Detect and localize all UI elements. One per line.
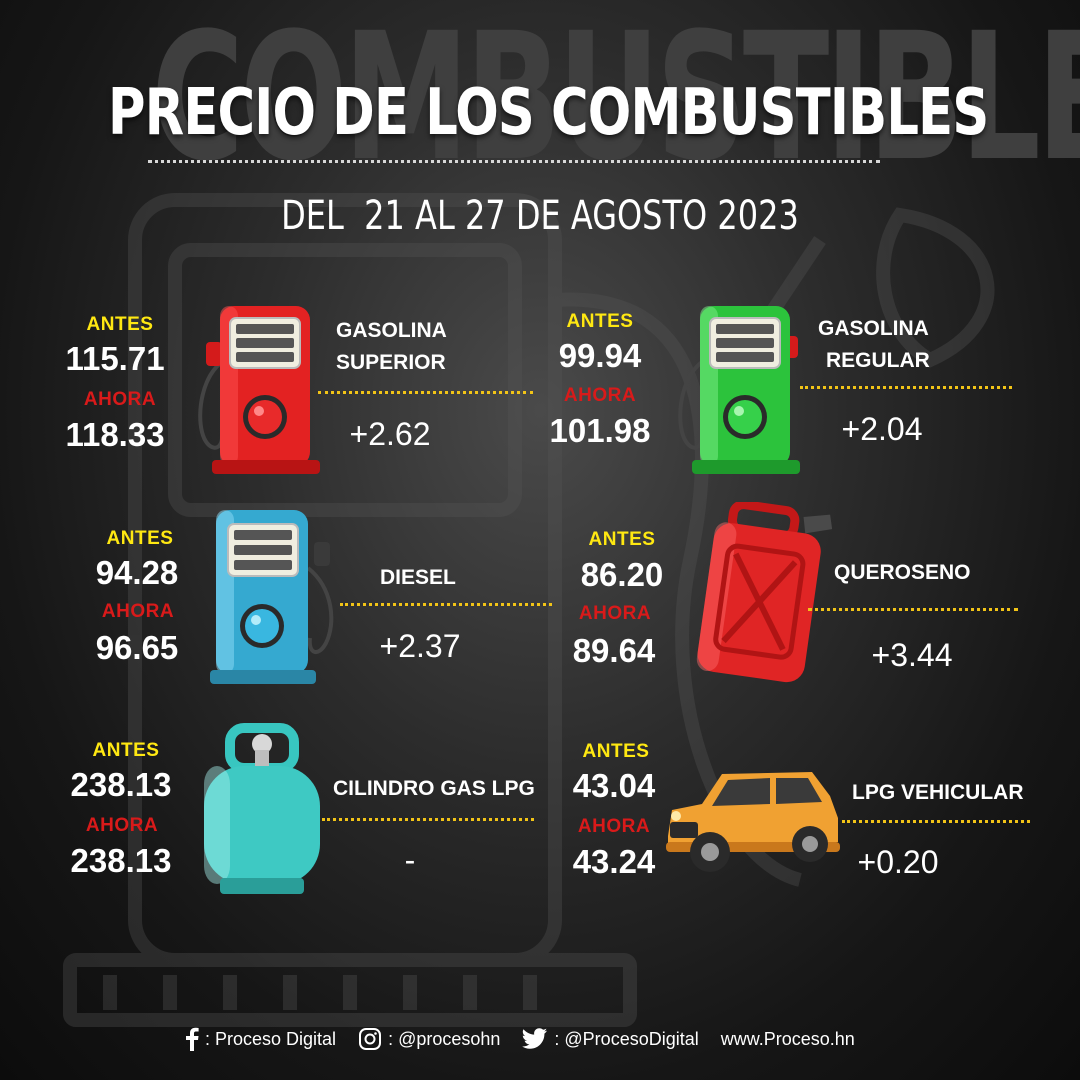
ahora-label: AHORA [578, 603, 652, 624]
date-range: DEL 21 AL 27 DE AGOSTO 2023 [281, 193, 799, 239]
ahora-label: AHORA [83, 389, 157, 410]
antes-label: ANTES [92, 740, 160, 761]
price-change: +2.62 [349, 416, 431, 452]
antes-price: 86.20 [580, 556, 664, 593]
red-jerrycan-icon [696, 502, 832, 683]
price-divider [318, 391, 533, 394]
antes-price: 99.94 [558, 337, 642, 374]
price-change: +0.20 [857, 844, 939, 880]
antes-price: 43.04 [572, 767, 656, 804]
ahora-price: 238.13 [70, 842, 172, 879]
fuel-name-line1: GASOLINA [336, 319, 447, 342]
green-fuel-pump-icon [678, 306, 800, 474]
antes-price: 115.71 [65, 340, 165, 377]
ahora-price: 101.98 [549, 412, 651, 449]
price-divider [842, 820, 1030, 823]
price-change: - [404, 842, 416, 878]
antes-price: 238.13 [70, 766, 172, 803]
blue-fuel-pump-icon [210, 510, 334, 684]
price-divider [340, 603, 552, 606]
instagram-icon[interactable] [358, 1027, 382, 1051]
social-footer: : Proceso Digital : @procesohn : @Proces… [185, 1025, 877, 1053]
ahora-price: 96.65 [95, 629, 179, 666]
price-change: +2.04 [841, 411, 923, 447]
antes-price: 94.28 [95, 554, 179, 591]
orange-car-icon [666, 772, 840, 872]
ahora-price: 89.64 [572, 632, 656, 669]
ahora-label: AHORA [577, 816, 651, 837]
price-divider [322, 818, 534, 821]
fuel-name-line2: SUPERIOR [336, 351, 446, 374]
title-divider [148, 160, 880, 163]
antes-label: ANTES [106, 528, 174, 549]
antes-label: ANTES [588, 529, 656, 550]
facebook-icon[interactable] [185, 1027, 199, 1051]
instagram-handle[interactable]: : @procesohn [388, 1028, 501, 1049]
ahora-label: AHORA [563, 385, 637, 406]
gas-cylinder-icon [204, 723, 320, 894]
background-watermark-text: COMBUSTIBLES [151, 0, 1080, 200]
fuel-name: LPG VEHICULAR [852, 781, 1024, 804]
fuel-name: CILINDRO GAS LPG [333, 777, 535, 800]
price-divider [808, 608, 1018, 611]
antes-label: ANTES [86, 314, 154, 335]
price-change: +3.44 [871, 637, 953, 673]
price-divider [800, 386, 1012, 389]
twitter-bird-icon[interactable] [522, 1028, 548, 1050]
fuel-name: DIESEL [380, 566, 456, 589]
ahora-price: 43.24 [572, 843, 656, 880]
red-fuel-pump-icon [198, 306, 320, 474]
website-link[interactable]: www.Proceso.hn [720, 1028, 855, 1049]
ahora-label: AHORA [101, 601, 175, 622]
ahora-price: 118.33 [65, 416, 165, 453]
page-title: PRECIO DE LOS COMBUSTIBLES [108, 76, 989, 150]
fuel-name-line2: REGULAR [826, 349, 930, 372]
antes-label: ANTES [582, 741, 650, 762]
ahora-label: AHORA [85, 815, 159, 836]
fuel-name-line1: GASOLINA [818, 317, 929, 340]
antes-label: ANTES [566, 311, 634, 332]
twitter-handle[interactable]: : @ProcesoDigital [554, 1028, 699, 1049]
facebook-handle[interactable]: : Proceso Digital [205, 1028, 337, 1049]
fuel-name: QUEROSENO [834, 561, 971, 584]
price-change: +2.37 [379, 628, 461, 664]
